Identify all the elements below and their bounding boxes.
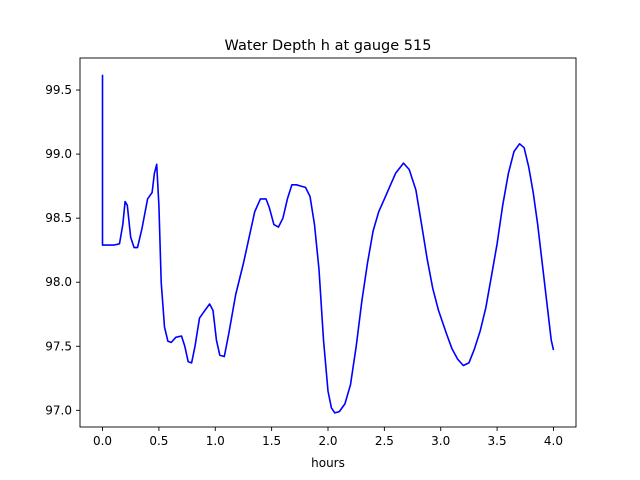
y-axis: 97.0 97.5 98.0 98.5 99.0 99.5 bbox=[45, 83, 80, 417]
y-tick-label: 97.5 bbox=[45, 339, 72, 353]
x-tick-label: 1.5 bbox=[262, 434, 281, 448]
series-line-water-depth bbox=[101, 74, 555, 414]
x-tick-label: 1.0 bbox=[206, 434, 225, 448]
x-tick-label: 3.5 bbox=[488, 434, 507, 448]
x-axis: 0.0 0.5 1.0 1.5 2.0 2.5 3.0 3.5 4.0 bbox=[93, 427, 563, 448]
plot-frame bbox=[79, 57, 577, 428]
y-tick-label: 99.0 bbox=[45, 147, 72, 161]
chart-title: Water Depth h at gauge 515 bbox=[225, 38, 432, 54]
x-tick-label: 0.5 bbox=[149, 434, 168, 448]
x-tick-label: 4.0 bbox=[544, 434, 563, 448]
x-tick-label: 2.0 bbox=[318, 434, 337, 448]
x-tick-label: 3.0 bbox=[431, 434, 450, 448]
y-tick-label: 99.5 bbox=[45, 83, 72, 97]
y-tick-label: 97.0 bbox=[45, 403, 72, 417]
x-axis-label: hours bbox=[311, 456, 345, 470]
y-tick-label: 98.0 bbox=[45, 275, 72, 289]
y-tick-label: 98.5 bbox=[45, 211, 72, 225]
x-tick-label: 0.0 bbox=[93, 434, 112, 448]
x-tick-label: 2.5 bbox=[375, 434, 394, 448]
